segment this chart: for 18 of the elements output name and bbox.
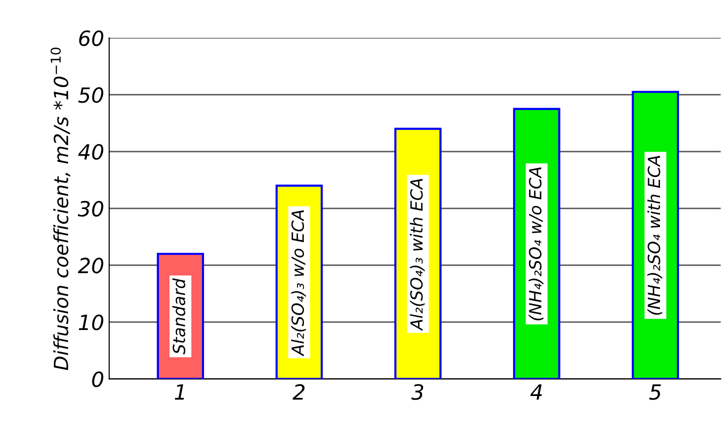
- y-tick-label: 10: [78, 314, 104, 330]
- y-tick-label: 0: [92, 371, 104, 388]
- annotation: (NH₄)₂SO₄ with ECA: [647, 156, 662, 315]
- y-tick-label: 60: [79, 30, 104, 46]
- y-tick-label: 50: [78, 87, 104, 103]
- annotation: Al₂(SO₄)₃ w/o ECA: [291, 210, 306, 356]
- annotation: (NH₄)₂SO₄ w/o ECA: [528, 167, 544, 320]
- x-tick-label: 1: [174, 384, 184, 400]
- x-tick-label: 5: [649, 384, 661, 400]
- x-tick-label: 4: [530, 384, 542, 400]
- y-axis-title: Diffusion coefficient, m2/s *10$^{−10}$: [50, 48, 70, 370]
- y-tick-label: 20: [78, 258, 104, 274]
- annotation: Standard: [172, 278, 186, 354]
- y-tick-label: 30: [78, 200, 104, 217]
- annotation: Al₂(SO₄)₃ with ECA: [410, 178, 425, 331]
- y-tick-label: 40: [78, 144, 104, 160]
- x-tick-label: 3: [411, 384, 424, 400]
- x-tick-label: 2: [292, 384, 305, 400]
